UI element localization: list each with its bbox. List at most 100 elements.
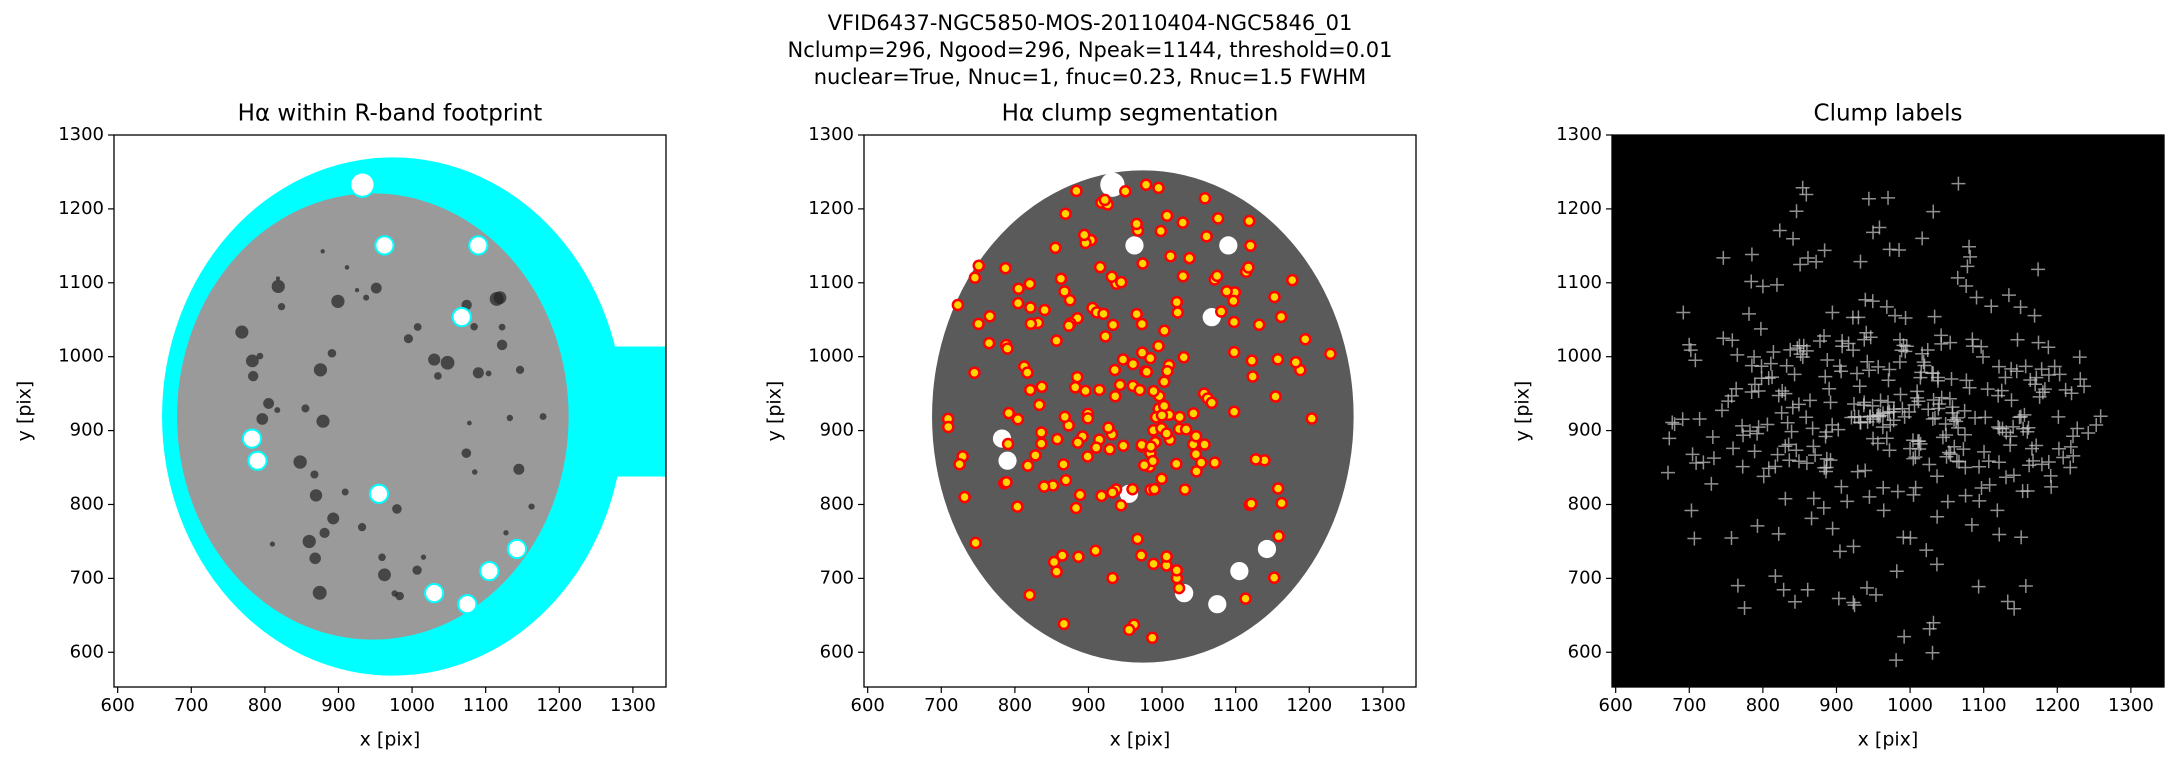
clump-outline xyxy=(1057,458,1070,471)
clump-marker xyxy=(1972,493,1987,508)
clump-marker xyxy=(2021,420,2036,435)
emission xyxy=(271,279,285,294)
clump-marker xyxy=(1863,330,1878,345)
clump-marker xyxy=(2018,359,2033,374)
x-tick-label: 1300 xyxy=(610,695,656,716)
clump-marker xyxy=(1825,305,1840,320)
clump-marker xyxy=(1959,373,1974,388)
clump-outline xyxy=(1158,324,1171,337)
clump-outline xyxy=(1172,581,1186,595)
emission xyxy=(312,585,327,600)
axes-frame xyxy=(1611,134,2165,688)
clump-outline xyxy=(1130,217,1143,231)
clump-outline xyxy=(1227,405,1241,419)
clump-marker xyxy=(1835,339,1850,354)
clump-marker xyxy=(1791,454,1806,469)
clump-outline xyxy=(1059,207,1072,220)
clump-marker xyxy=(1844,410,1859,425)
clump-marker xyxy=(1778,439,1793,454)
clump-outline xyxy=(1147,557,1160,571)
clump-marker xyxy=(1806,439,1821,454)
clump-marker xyxy=(1922,457,1937,472)
clump-outline xyxy=(983,310,997,323)
clump-outline xyxy=(968,366,981,379)
emission xyxy=(309,552,321,565)
clump-marker xyxy=(1889,564,1904,579)
clump-marker xyxy=(2018,578,2033,593)
clump-outline xyxy=(1189,447,1203,461)
emission xyxy=(256,413,269,425)
clump-outline xyxy=(1160,550,1173,563)
clump-outline xyxy=(1135,346,1149,359)
clump-marker xyxy=(1992,359,2006,374)
clump-outline xyxy=(1114,499,1128,512)
clump-marker xyxy=(1747,444,1762,459)
clump-outline xyxy=(958,490,971,504)
clump-marker xyxy=(1930,373,1945,388)
clump-outline xyxy=(1089,544,1102,557)
clump-marker xyxy=(1755,279,1770,294)
clump-marker xyxy=(1834,364,1849,379)
clump-outline xyxy=(1144,440,1158,453)
panel: 600 700 800 900 1000 1100 1200 1300 600 700 800 900… xyxy=(1512,101,2165,751)
clump-outline xyxy=(1072,550,1085,563)
mask xyxy=(506,538,528,560)
clump-marker xyxy=(1774,405,1789,420)
x-tick-label: 1200 xyxy=(1286,695,1332,716)
emission xyxy=(275,276,281,281)
clump-outline xyxy=(1173,410,1186,424)
clump-outline xyxy=(1155,472,1168,486)
clump-marker xyxy=(1822,381,1837,396)
clump-outline xyxy=(1093,260,1107,274)
emission xyxy=(440,355,455,370)
clump-outline xyxy=(1054,272,1068,285)
clump-marker xyxy=(1823,395,1838,410)
y-tick-label: 1200 xyxy=(1556,198,1602,219)
x-tick-label: 1300 xyxy=(1360,695,1406,716)
clump-outline xyxy=(1324,347,1337,361)
x-tick-label: 700 xyxy=(174,695,208,716)
clump-marker xyxy=(1820,352,1835,367)
clump-outline xyxy=(1227,294,1240,308)
y-tick-label: 1100 xyxy=(1556,272,1602,293)
clump-marker xyxy=(1772,223,1787,238)
clump-marker xyxy=(1879,431,1894,446)
clump-outline xyxy=(1211,212,1225,225)
clump-outline xyxy=(1070,370,1084,384)
clump-marker xyxy=(1853,415,1868,430)
clump-marker xyxy=(1786,231,1801,246)
y-tick-label: 1000 xyxy=(58,346,104,367)
y-tick-label: 800 xyxy=(70,493,104,514)
clump-marker xyxy=(1992,421,2007,436)
clump-marker xyxy=(1977,444,1992,459)
clump-marker xyxy=(1726,441,1741,456)
clump-marker xyxy=(1785,400,1800,415)
emission xyxy=(269,541,276,547)
mask xyxy=(368,483,390,504)
mask xyxy=(1125,236,1144,255)
clump-outline xyxy=(1106,486,1119,499)
x-tick-label: 1200 xyxy=(2034,695,2080,716)
clump-marker xyxy=(1915,231,1930,246)
emission xyxy=(513,463,525,475)
emission xyxy=(327,348,337,358)
clump-marker xyxy=(2073,372,2088,387)
clump-marker xyxy=(2014,530,2029,545)
emission xyxy=(467,420,472,426)
clump-marker xyxy=(1742,424,1757,439)
clump-outline xyxy=(1160,209,1174,222)
clump-outline xyxy=(1126,357,1140,371)
clump-outline xyxy=(1113,378,1127,392)
mask xyxy=(1230,561,1249,581)
clump-marker xyxy=(1721,394,1736,409)
clump-outline xyxy=(1116,353,1130,366)
x-tick-label: 1100 xyxy=(1213,695,1259,716)
mask xyxy=(468,235,489,256)
clump-outline xyxy=(1170,295,1184,309)
clump-outline xyxy=(1154,224,1168,238)
clump-outline xyxy=(1171,306,1184,319)
suptitle-line: VFID6437-NGC5850-MOS-20110404-NGC5846_01 xyxy=(828,11,1353,36)
clump-marker xyxy=(1981,454,1996,469)
clump-marker xyxy=(1818,429,1833,444)
clump-marker xyxy=(2006,419,2021,434)
